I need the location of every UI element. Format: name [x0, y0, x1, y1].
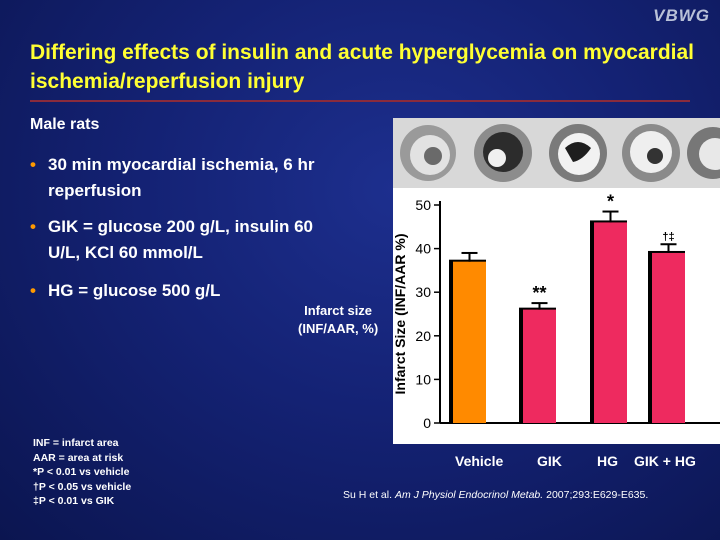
- bullet-text: HG = glucose 500 g/L: [48, 281, 221, 300]
- bullet-item: • 30 min myocardial ischemia, 6 hr reperf…: [30, 152, 330, 204]
- x-category-label: GIK: [537, 453, 562, 469]
- x-category-label: Vehicle: [455, 453, 504, 469]
- heart-slice-image: [474, 124, 532, 182]
- citation-authors: Su H et al.: [343, 489, 393, 501]
- bullet-dot-icon: •: [30, 281, 36, 300]
- bullet-text: 30 min myocardial ischemia, 6 hr reperfu…: [48, 155, 315, 200]
- bullet-text: GIK = glucose 200 g/L, insulin 60 U/L, K…: [48, 217, 313, 262]
- bar: [594, 222, 627, 423]
- chart-panel: 0 10 20 30 40 50 Infarct Size (INF/AAR %) ** * †‡: [393, 118, 720, 444]
- vbwg-logo: VBWG: [653, 6, 710, 25]
- bar: [453, 261, 486, 423]
- heart-slice-image: [687, 127, 720, 179]
- heart-slice-image: [549, 124, 607, 182]
- bar: [652, 252, 685, 423]
- bullet-list: • 30 min myocardial ischemia, 6 hr reperf…: [30, 152, 330, 314]
- x-category-label: HG: [597, 453, 618, 469]
- x-category-label: GIK + HG: [634, 453, 696, 469]
- heart-sections-image: [393, 118, 720, 188]
- significance-annotation: *: [607, 192, 614, 212]
- footnote: *P < 0.01 vs vehicle: [33, 466, 130, 478]
- bullet-dot-icon: •: [30, 155, 36, 174]
- title-divider: [30, 100, 690, 102]
- subtitle: Male rats: [30, 116, 100, 133]
- footnote: ‡P < 0.01 vs GIK: [33, 495, 115, 507]
- bullet-item: • HG = glucose 500 g/L: [30, 278, 330, 304]
- outer-y-axis-label-line: (INF/AAR, %): [298, 321, 379, 336]
- y-tick-label: 0: [423, 415, 431, 431]
- y-tick-label: 20: [415, 328, 431, 344]
- footnote: INF = infarct area: [33, 437, 119, 449]
- footnote: AAR = area at risk: [33, 451, 124, 464]
- citation-journal: Am J Physiol Endocrinol Metab.: [394, 489, 544, 501]
- citation: Su H et al. Am J Physiol Endocrinol Meta…: [343, 489, 648, 501]
- heart-slice-image: [622, 124, 680, 182]
- y-tick-label: 50: [415, 197, 431, 213]
- footnote: †P < 0.05 vs vehicle: [33, 480, 132, 493]
- significance-annotation: †‡: [662, 231, 674, 243]
- bullet-dot-icon: •: [30, 217, 36, 236]
- outer-y-axis-label-line: Infarct size: [304, 303, 373, 318]
- y-axis-label: Infarct Size (INF/AAR %): [393, 233, 408, 394]
- outer-y-axis-label: Infarct size (INF/AAR, %): [298, 302, 378, 338]
- bullet-item: • GIK = glucose 200 g/L, insulin 60 U/L, …: [30, 214, 330, 266]
- citation-details: 2007;293:E629-E635.: [546, 489, 649, 501]
- y-tick-label: 10: [415, 371, 431, 387]
- y-tick-label: 40: [415, 241, 431, 257]
- significance-annotation: **: [532, 283, 546, 303]
- slide-title: Differing effects of insulin and acute h…: [30, 41, 694, 93]
- heart-slice-image: [400, 125, 456, 181]
- footnotes: INF = infarct area AAR = area at risk *P…: [33, 436, 131, 509]
- y-tick-label: 30: [415, 284, 431, 300]
- bar: [523, 309, 556, 423]
